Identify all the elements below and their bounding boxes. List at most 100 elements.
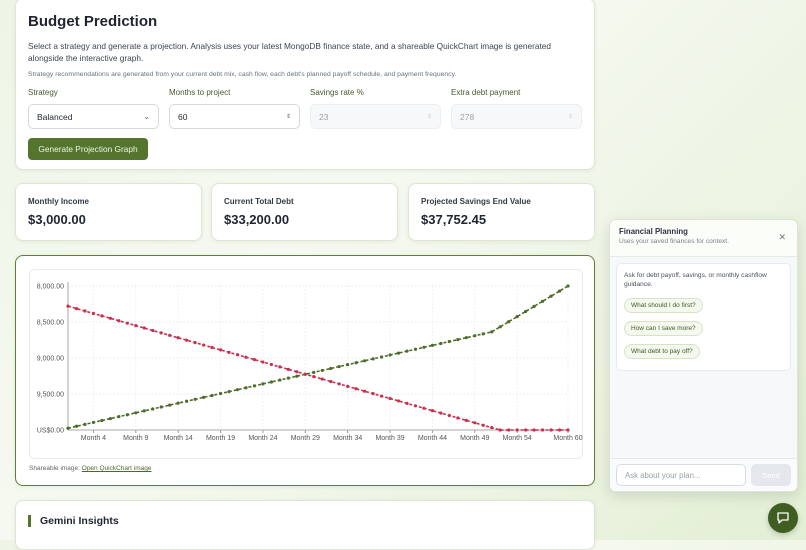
data-point-debt (329, 379, 333, 384)
x-tick-label: Month 14 (164, 435, 193, 442)
data-point-debt (363, 389, 367, 393)
data-point-savings (490, 330, 494, 334)
data-point-savings (252, 384, 257, 388)
data-point-debt (490, 426, 494, 430)
data-point-savings (515, 314, 519, 319)
strategy-select[interactable]: Balanced ⌄ (28, 104, 159, 129)
data-point-debt (371, 392, 375, 396)
generate-projection-button[interactable]: Generate Projection Graph (28, 138, 148, 160)
budget-prediction-panel: Budget Prediction Select a strategy and … (15, 0, 595, 170)
data-point-debt (507, 428, 511, 432)
y-tick-label: 9,500.00 (37, 392, 64, 399)
data-point-debt (117, 319, 121, 323)
months-label: Months to project (169, 88, 231, 97)
stat-label: Monthly Income (28, 197, 89, 206)
data-point-debt (74, 306, 79, 311)
data-point-savings (176, 401, 180, 405)
data-point-savings (346, 363, 350, 367)
stat-value: $37,752.45 (421, 212, 487, 227)
send-button[interactable]: Send (751, 464, 791, 486)
data-point-savings (371, 357, 375, 361)
data-point-debt (227, 350, 231, 354)
x-tick-label: Month 4 (81, 435, 106, 442)
shareable-image: Shareable image: Open QuickChart image (29, 465, 152, 472)
data-point-savings (447, 339, 451, 344)
data-point-debt (210, 345, 214, 350)
y-tick-label: 9,000.00 (37, 356, 64, 363)
data-point-savings (456, 338, 460, 342)
close-icon[interactable]: ✕ (778, 232, 786, 242)
data-point-savings (422, 345, 426, 349)
insights-title: Gemini Insights (28, 515, 582, 527)
data-point-savings (185, 399, 189, 403)
extra-payment-label: Extra debt payment (451, 88, 521, 97)
data-point-debt (532, 428, 536, 432)
data-point-savings (320, 368, 324, 373)
suggestion-chip[interactable]: What debt to pay off? (624, 344, 700, 359)
x-tick-label: Month 29 (291, 435, 320, 442)
data-point-debt (524, 428, 528, 432)
x-tick-label: Month 49 (460, 435, 489, 442)
months-input[interactable]: 60 ⇕ (169, 104, 300, 129)
stat-total-debt: Current Total Debt $33,200.00 (211, 183, 398, 241)
data-point-debt (261, 360, 265, 364)
strategy-label: Strategy (28, 88, 58, 97)
suggestion-chip[interactable]: How can I save more? (624, 321, 703, 336)
extra-payment-input[interactable]: 278 ⇕ (451, 104, 582, 129)
chevron-down-icon: ⌄ (143, 112, 150, 121)
data-point-debt (151, 328, 155, 333)
x-tick-label: Month 54 (503, 435, 532, 442)
data-point-debt (286, 367, 290, 371)
page-title: Budget Prediction (28, 13, 158, 30)
data-point-savings (134, 411, 138, 415)
data-point-debt (193, 341, 197, 345)
data-point-debt (540, 428, 545, 432)
data-point-debt (439, 411, 443, 415)
data-point-savings (329, 366, 333, 371)
savings-rate-value: 23 (319, 111, 329, 122)
stepper-icon: ⇕ (426, 114, 432, 120)
data-point-debt (66, 304, 70, 308)
chat-input[interactable]: Ask about your plan... (616, 464, 746, 486)
months-value: 60 (178, 111, 188, 122)
data-point-debt (337, 382, 341, 386)
extra-payment-value: 278 (460, 111, 475, 122)
y-tick-label: 8,500.00 (37, 320, 64, 327)
data-point-savings (295, 374, 299, 378)
data-point-debt (168, 333, 172, 337)
series-line-savings (67, 285, 569, 429)
data-point-savings (524, 309, 528, 314)
data-point-debt (134, 324, 138, 328)
data-point-savings (218, 391, 223, 396)
data-point-savings (117, 415, 121, 419)
strategy-value: Balanced (37, 111, 73, 122)
savings-rate-input[interactable]: 23 ⇕ (310, 104, 441, 129)
chat-toggle-button[interactable] (768, 503, 798, 533)
suggestion-chip[interactable]: What should I do first? (624, 298, 703, 313)
x-tick-label: Month 9 (123, 435, 148, 442)
stepper-icon[interactable]: ⇕ (285, 114, 291, 120)
chat-subtitle: Uses your saved finances for context. (619, 238, 729, 245)
data-point-savings (269, 380, 273, 384)
data-point-debt (515, 428, 519, 432)
data-point-savings (210, 393, 214, 398)
data-point-savings (83, 422, 87, 426)
data-point-debt (100, 314, 104, 318)
chat-bubble-icon (777, 512, 789, 524)
data-point-savings (566, 284, 570, 288)
data-point-savings (74, 424, 79, 428)
data-point-savings (363, 359, 367, 363)
data-point-debt (244, 355, 248, 359)
quickchart-link[interactable]: Open QuickChart image (81, 465, 152, 472)
data-point-savings (498, 325, 502, 329)
data-point-savings (278, 378, 282, 382)
x-tick-label: Month 39 (375, 435, 404, 442)
data-point-debt (235, 353, 240, 357)
data-point-savings (91, 420, 96, 425)
data-point-savings (151, 407, 155, 411)
data-point-debt (252, 358, 257, 362)
data-point-savings (168, 403, 172, 407)
stat-value: $3,000.00 (28, 212, 86, 227)
data-point-savings (388, 353, 392, 357)
data-point-savings (464, 336, 468, 340)
